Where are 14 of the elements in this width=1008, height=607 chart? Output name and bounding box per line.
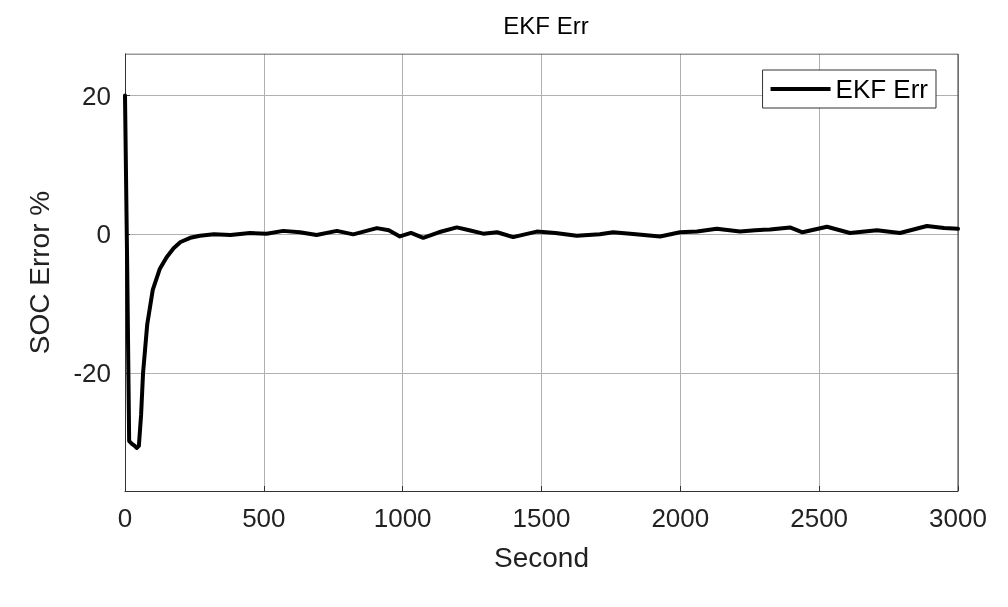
chart-title: EKF Err — [503, 11, 589, 39]
y-tick-label: -20 — [73, 358, 111, 389]
y-tick-label: 0 — [96, 219, 111, 250]
x-tick-label: 0 — [117, 503, 133, 533]
y-tick-label: 20 — [82, 80, 111, 111]
x-tick-label: 1000 — [373, 503, 432, 533]
x-tick-label: 1500 — [512, 503, 571, 533]
x-axis-title: Second — [494, 541, 589, 573]
x-tick-label: 2000 — [651, 503, 710, 533]
x-tick-label: 500 — [242, 503, 286, 533]
x-tick-label: 2500 — [790, 503, 849, 533]
x-tick-label: 3000 — [929, 503, 987, 533]
legend-label: EKF Err — [835, 74, 929, 104]
y-axis-title: SOC Error % — [23, 190, 55, 355]
